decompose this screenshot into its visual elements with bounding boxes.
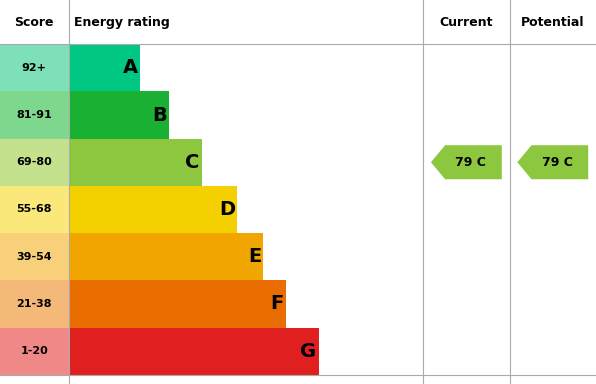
Text: Current: Current [440,16,493,28]
Bar [69,186,237,233]
Bar [69,91,169,139]
Bar [0,91,69,139]
Bar [69,280,286,328]
Text: 79 C: 79 C [542,156,573,169]
Text: 55-68: 55-68 [17,204,52,215]
Text: F: F [271,295,284,313]
Text: C: C [185,153,199,172]
Bar [69,139,201,186]
Polygon shape [431,145,502,179]
Text: 79 C: 79 C [455,156,486,169]
Bar [69,328,319,375]
Text: G: G [300,342,316,361]
Text: 21-38: 21-38 [17,299,52,309]
Bar [0,280,69,328]
Text: 69-80: 69-80 [17,157,52,167]
Text: Energy rating: Energy rating [74,16,170,28]
Text: 81-91: 81-91 [17,110,52,120]
Bar [0,328,69,375]
Text: D: D [219,200,235,219]
Text: 92+: 92+ [22,63,46,73]
Text: A: A [123,58,138,77]
Bar [0,0,596,44]
Bar [0,44,69,91]
Polygon shape [517,145,588,179]
Bar [69,233,263,280]
Text: E: E [248,247,261,266]
Text: Score: Score [14,16,54,28]
Bar [69,44,140,91]
Bar [0,139,69,186]
Bar [0,186,69,233]
Bar [0,233,69,280]
Text: 1-20: 1-20 [20,346,48,356]
Text: B: B [152,106,167,124]
Text: Potential: Potential [521,16,585,28]
Text: 39-54: 39-54 [17,252,52,262]
